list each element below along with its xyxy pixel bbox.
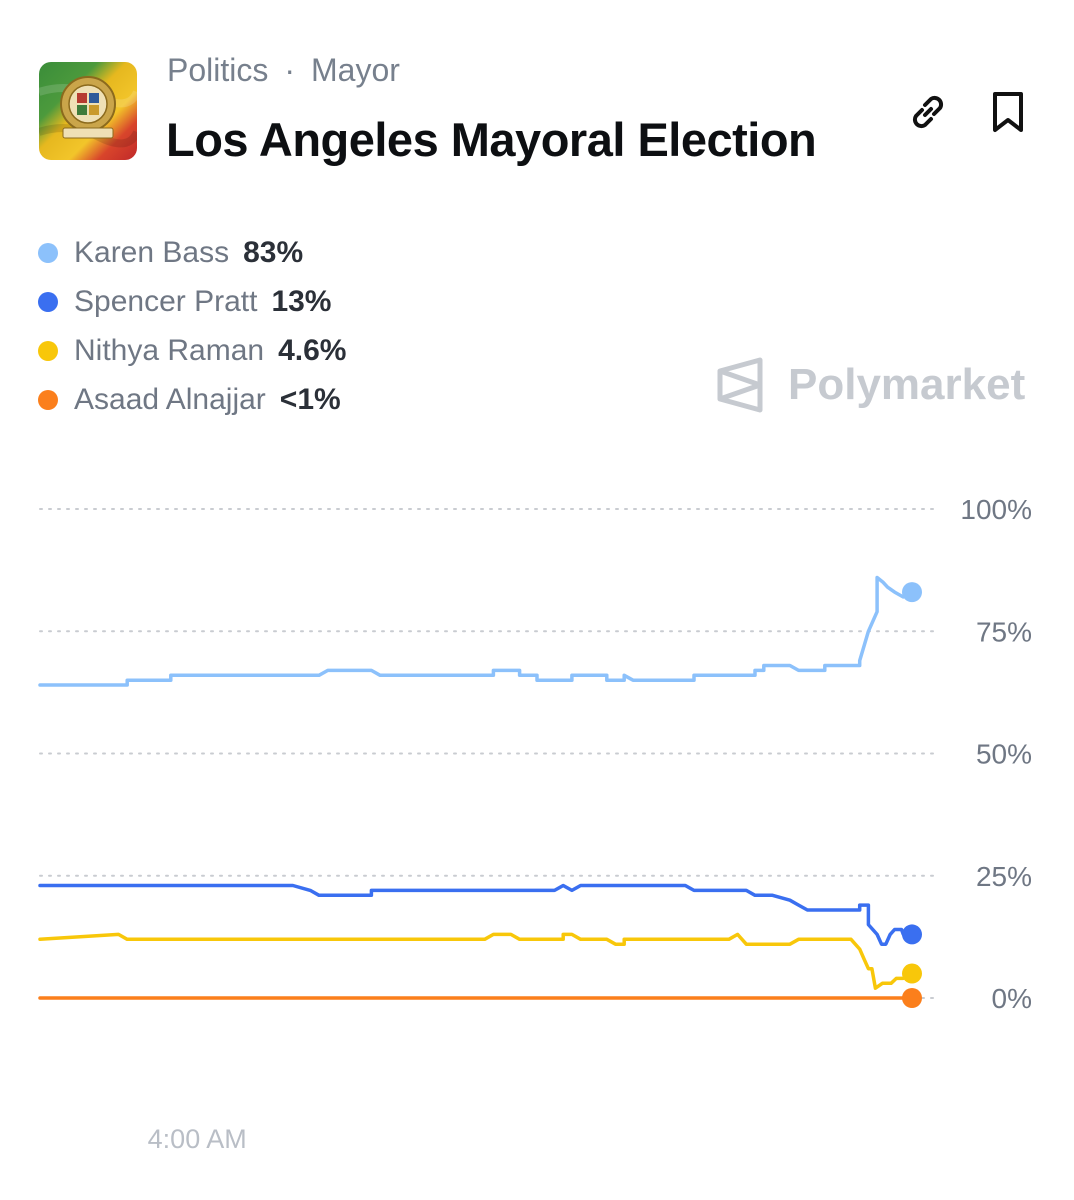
legend-name: Karen Bass <box>74 235 230 269</box>
chart-gridlines <box>39 508 939 999</box>
legend-item[interactable]: Nithya Raman 4.6% <box>38 326 346 375</box>
legend-name: Asaad Alnajjar <box>74 382 266 416</box>
legend-value: 4.6% <box>278 333 347 367</box>
series-endpoint-asaad-alnajjar[interactable] <box>902 988 922 1008</box>
series-line-nithya-raman[interactable] <box>38 932 914 990</box>
x-tick-label: 4:00 AM <box>148 1124 247 1154</box>
legend-dot <box>38 291 58 312</box>
bookmark-icon[interactable] <box>984 88 1032 136</box>
y-tick-label: 25% <box>976 861 1032 892</box>
city-of-los-angeles-seal-icon <box>39 62 137 160</box>
polymarket-logo-icon <box>717 357 763 413</box>
page-title: Los Angeles Mayoral Election <box>166 113 817 166</box>
legend-item[interactable]: Asaad Alnajjar <1% <box>38 375 346 424</box>
legend-name: Spencer Pratt <box>74 284 258 318</box>
chart-legend: Karen Bass 83% Spencer Pratt 13% Nithya … <box>38 228 346 424</box>
line-chart: 100% 75% 50% 25% 0% 4:00 AM <box>38 494 1032 1154</box>
y-tick-label: 0% <box>992 983 1032 1014</box>
breadcrumb-subcategory[interactable]: Mayor <box>311 52 400 88</box>
chart-endpoints <box>902 582 922 1008</box>
y-tick-label: 75% <box>976 616 1032 647</box>
legend-item[interactable]: Spencer Pratt 13% <box>38 277 346 326</box>
legend-dot <box>38 242 58 263</box>
breadcrumb: Politics · Mayor <box>167 52 400 89</box>
legend-value: 13% <box>271 284 332 318</box>
legend-dot <box>38 340 58 361</box>
series-endpoint-nithya-raman[interactable] <box>902 963 922 984</box>
legend-item[interactable]: Karen Bass 83% <box>38 228 346 277</box>
series-line-spencer-pratt[interactable] <box>38 883 914 946</box>
y-tick-label: 100% <box>960 494 1032 525</box>
series-endpoint-spencer-pratt[interactable] <box>902 924 922 945</box>
y-tick-label: 50% <box>976 739 1032 770</box>
chart-series <box>38 575 914 1000</box>
breadcrumb-category[interactable]: Politics <box>167 52 269 88</box>
link-icon[interactable] <box>904 88 952 136</box>
legend-dot <box>38 389 58 410</box>
market-header: Politics · Mayor Los Angeles Mayoral Ele… <box>0 0 1074 200</box>
legend-name: Nithya Raman <box>74 333 265 367</box>
polymarket-watermark: Polymarket <box>714 356 1025 414</box>
series-endpoint-karen-bass[interactable] <box>902 582 922 603</box>
watermark-text: Polymarket <box>788 360 1026 409</box>
legend-value: <1% <box>279 382 341 416</box>
chart-ticks: 100% 75% 50% 25% 0% 4:00 AM <box>148 494 1032 1154</box>
legend-value: 83% <box>243 235 304 269</box>
series-line-karen-bass[interactable] <box>38 575 914 687</box>
breadcrumb-separator: · <box>284 52 296 88</box>
